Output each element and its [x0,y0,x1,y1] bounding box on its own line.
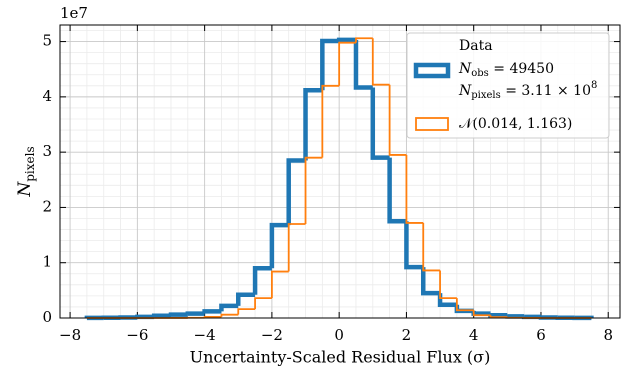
histogram-step [287,223,306,272]
histogram-step [236,292,256,306]
note-rest: = 49450 [489,61,554,77]
histogram-step [237,308,256,315]
x-tick-label: 8 [603,326,613,344]
histogram-step [488,312,508,318]
histogram-step [420,267,441,296]
y-tick-label: 3 [42,142,52,160]
histogram-step [303,87,323,161]
legend-note: Npixels = 3.11 × 108 [458,80,597,101]
y-tick-label: 5 [42,32,52,50]
histogram-step [404,221,424,270]
histogram-step [203,315,222,318]
y-tick-label: 2 [42,197,52,215]
note-sup: 8 [591,80,597,91]
histogram-step [439,270,457,299]
x-tick-label: −8 [59,326,81,344]
legend-label: 𝒩(0.014, 1.163) [459,116,572,132]
x-tick-label: 6 [536,326,546,344]
histogram-step [220,313,239,317]
note-sub: pixels [471,90,501,101]
histogram-step [286,158,306,226]
histogram-step [405,154,424,224]
histogram-step [151,313,171,319]
y-tick-label: 1 [42,253,52,271]
histogram-step [202,309,222,314]
histogram-step [304,156,323,225]
legend-label: Data [459,38,493,54]
legend-swatch [413,62,451,79]
y-axis-label: Npixels [15,146,37,197]
histogram-step [321,84,340,158]
histogram-step [338,41,356,86]
x-tick-label: −6 [126,326,148,344]
histogram-step [505,314,525,319]
histogram-step [471,310,491,316]
y-tick-label: 4 [42,87,52,105]
y-tick-label: 0 [42,308,52,326]
histogram-step [252,265,272,295]
histogram-step [422,222,441,272]
histogram-step [353,39,373,90]
legend-note: Nobs = 49450 [458,61,554,79]
legend-box [406,32,610,139]
y-offset-text: 1e7 [60,4,88,22]
histogram-step [270,270,289,299]
histogram-step [387,157,407,224]
y-label-sub: pixels [23,146,37,181]
histogram-step [388,84,407,156]
histogram-step [521,314,541,320]
x-tick-label: 4 [469,326,479,344]
histogram-step [254,297,272,310]
histogram-step [336,37,356,43]
histogram-step [219,303,239,312]
x-tick-label: −4 [194,326,216,344]
plot-frame [59,24,621,319]
x-axis-label: Uncertainty-Scaled Residual Flux (σ) [190,348,491,367]
x-tick-label: 2 [402,326,412,344]
histogram-step [370,87,390,160]
note-main: N [458,83,472,99]
histogram-step [472,310,491,317]
x-tick-label: 0 [334,326,344,344]
legend-swatch [415,117,449,131]
note-rest: = 3.11 × 10 [501,83,591,99]
x-tick-label: −2 [261,326,283,344]
histogram-step [185,311,205,316]
histogram-step [355,37,373,43]
note-sub: obs [471,68,489,79]
histogram-step [455,298,474,312]
note-main: N [458,61,472,77]
histogram-step [371,38,390,86]
histogram-step [168,312,188,317]
histogram-step [320,38,340,91]
histogram-step [489,315,508,319]
y-label-main: N [15,181,35,198]
histogram-step [269,222,289,269]
